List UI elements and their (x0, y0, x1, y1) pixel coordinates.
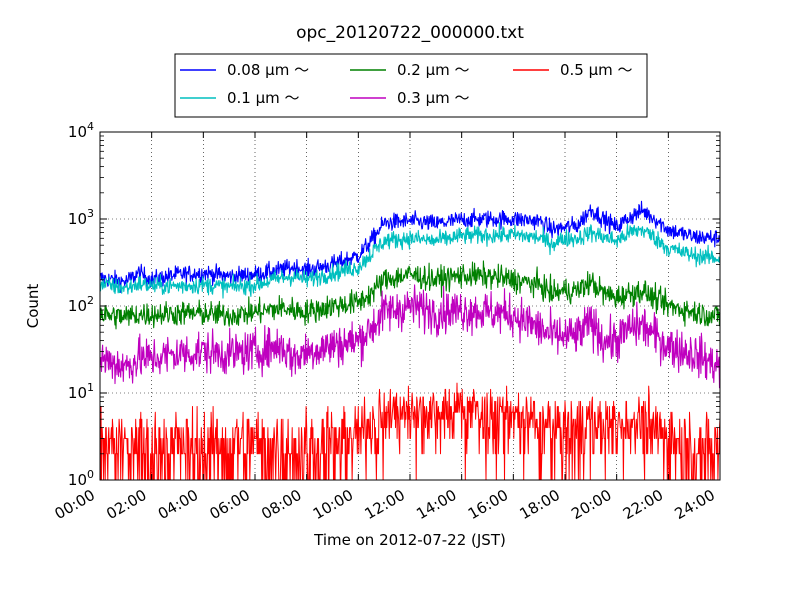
series-line (99, 222, 721, 299)
grid (100, 132, 720, 480)
legend-item: 0.08 μm ～ (180, 61, 309, 79)
legend-item: 0.5 μm ～ (513, 61, 633, 79)
legend-item: 0.1 μm ～ (180, 89, 300, 107)
legend-label: 0.3 μm ～ (397, 89, 470, 107)
chart-title: opc_20120722_000000.txt (296, 23, 524, 43)
y-axis-label: Count (24, 284, 42, 329)
series-line (99, 260, 721, 330)
legend-box (174, 53, 648, 118)
legend-label: 0.2 μm ～ (397, 61, 470, 79)
legend-item: 0.2 μm ～ (350, 61, 470, 79)
series-line (99, 284, 721, 389)
legend-label: 0.5 μm ～ (560, 61, 633, 79)
legend-label: 0.1 μm ～ (227, 89, 300, 107)
x-axis-label: Time on 2012-07-22 (JST) (313, 531, 506, 549)
legend-item: 0.3 μm ～ (350, 89, 470, 107)
legend: 0.08 μm ～ 0.1 μm ～ 0.2 μm ～ 0.3 μm ～ 0.5 μm … (174, 53, 648, 118)
plot-series (99, 200, 721, 481)
legend-label: 0.08 μm ～ (227, 61, 309, 79)
